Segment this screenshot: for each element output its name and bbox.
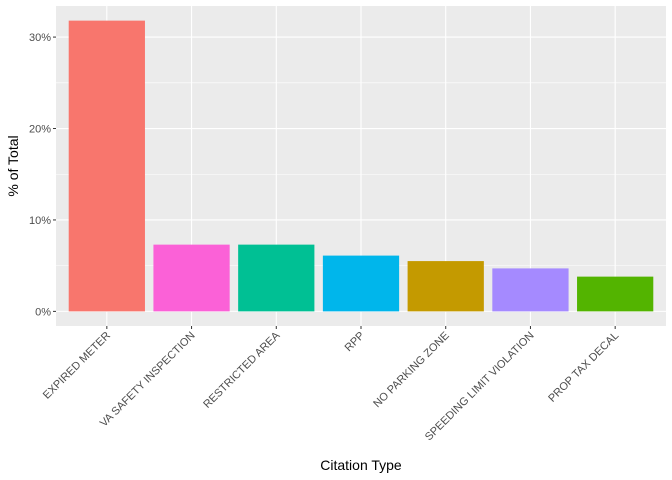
x-tick-label: PROP TAX DECAL (546, 330, 621, 405)
bar (407, 261, 484, 312)
x-tick-label: NO PARKING ZONE (371, 330, 452, 411)
bar (492, 268, 569, 312)
y-axis: 0% 10% 20% 30% (29, 32, 56, 318)
y-tick-label: 0% (35, 306, 51, 318)
bar (153, 244, 230, 312)
bar (577, 276, 654, 312)
bar (68, 20, 145, 312)
x-tick-label: VA SAFETY INSPECTION (98, 330, 198, 430)
y-tick-label: 30% (29, 32, 51, 44)
x-tick-label: RPP (343, 330, 367, 354)
bar (238, 244, 315, 312)
x-tick-label: RESTRICTED AREA (201, 329, 283, 411)
y-tick-label: 20% (29, 124, 51, 136)
bar (322, 255, 400, 312)
x-axis-title: Citation Type (320, 457, 402, 473)
y-tick-label: 10% (29, 215, 51, 227)
y-axis-title: % of Total (5, 135, 21, 196)
x-tick-label: EXPIRED METER (41, 330, 113, 402)
bars (68, 20, 654, 312)
